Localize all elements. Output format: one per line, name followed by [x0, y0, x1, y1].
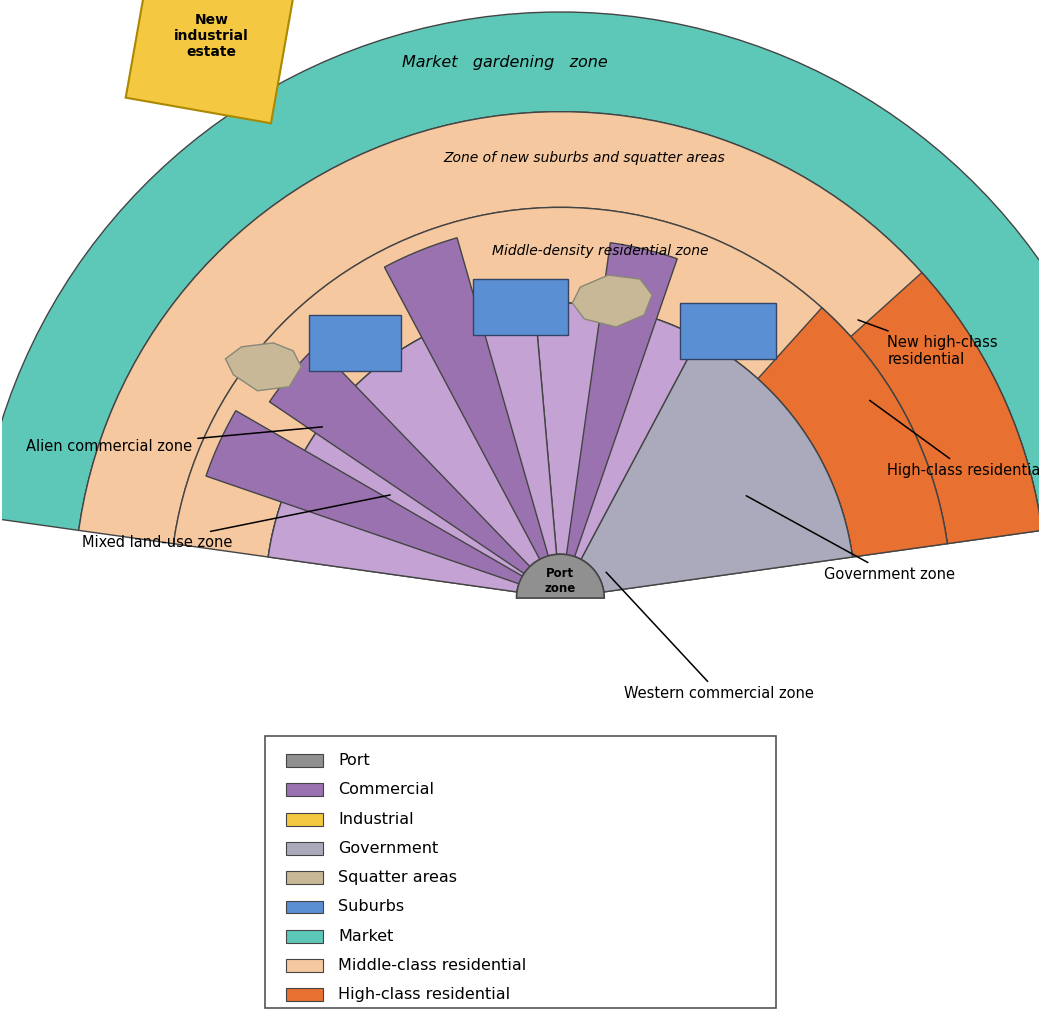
Bar	[680, 303, 776, 358]
Text: Middle-density residential zone: Middle-density residential zone	[492, 244, 709, 259]
Polygon shape	[269, 304, 557, 592]
Bar	[473, 279, 568, 335]
Polygon shape	[573, 275, 652, 327]
Text: Government: Government	[338, 840, 438, 856]
Polygon shape	[850, 273, 1041, 544]
Polygon shape	[270, 346, 545, 586]
Text: Commercial: Commercial	[338, 783, 434, 797]
Polygon shape	[758, 308, 947, 557]
Text: Mixed land-use zone: Mixed land-use zone	[82, 495, 390, 550]
Text: Middle-class residential: Middle-class residential	[338, 958, 527, 973]
Text: High-class residential: High-class residential	[338, 988, 510, 1002]
Text: Market: Market	[338, 929, 393, 943]
Polygon shape	[206, 411, 541, 591]
Text: Zone of new suburbs and squatter areas: Zone of new suburbs and squatter areas	[443, 150, 726, 165]
Text: Port: Port	[338, 753, 370, 768]
Polygon shape	[581, 338, 853, 592]
Text: Alien commercial zone: Alien commercial zone	[26, 426, 323, 454]
Bar	[286, 813, 323, 826]
Text: New
industrial
estate: New industrial estate	[174, 12, 249, 59]
Text: Market   gardening   zone: Market gardening zone	[402, 55, 608, 70]
Polygon shape	[535, 303, 699, 559]
Text: Squatter areas: Squatter areas	[338, 870, 457, 885]
Polygon shape	[269, 303, 853, 592]
Polygon shape	[79, 111, 1041, 544]
Polygon shape	[384, 238, 554, 579]
Polygon shape	[226, 343, 301, 390]
Bar	[286, 754, 323, 767]
Polygon shape	[174, 207, 947, 557]
Bar	[286, 959, 323, 972]
Bar	[286, 842, 323, 855]
Text: Port
zone: Port zone	[544, 566, 576, 594]
Bar	[286, 871, 323, 884]
Text: New high-class
residential: New high-class residential	[858, 320, 998, 367]
Text: Government zone: Government zone	[746, 495, 955, 582]
Text: Western commercial zone: Western commercial zone	[606, 573, 814, 701]
Polygon shape	[516, 554, 604, 598]
Bar	[286, 989, 323, 1001]
Text: High-class residential: High-class residential	[869, 401, 1041, 478]
Polygon shape	[563, 243, 678, 578]
Bar	[286, 930, 323, 942]
Bar	[286, 900, 323, 914]
FancyBboxPatch shape	[265, 735, 776, 1008]
Polygon shape	[0, 12, 1041, 530]
Text: Industrial: Industrial	[338, 812, 414, 827]
Bar	[309, 315, 401, 371]
Text: Suburbs: Suburbs	[338, 899, 405, 915]
FancyBboxPatch shape	[126, 0, 298, 124]
Bar	[286, 784, 323, 796]
